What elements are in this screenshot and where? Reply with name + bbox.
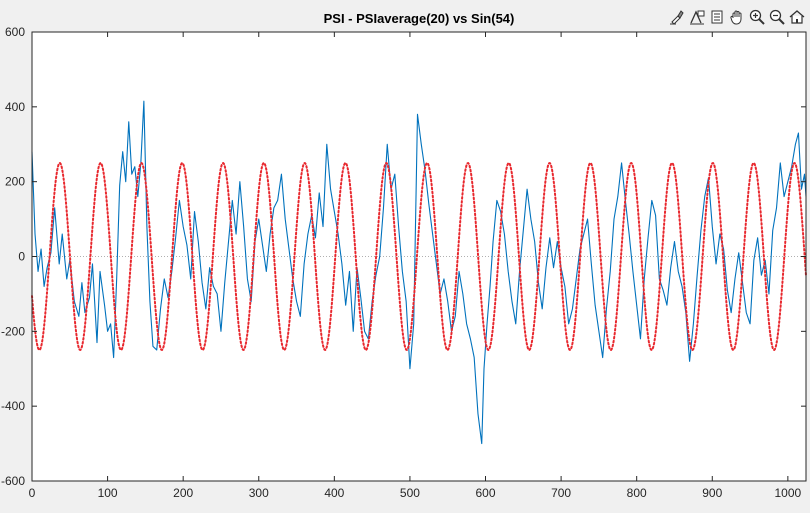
- x-tick-label: 1000: [775, 486, 802, 500]
- x-tick-label: 100: [98, 486, 118, 500]
- ticks-layer: 0 100 200 300 400 500 600 700 800 900 1000 -600 -400…: [1, 25, 806, 500]
- series-layer: [31, 100, 807, 445]
- zoom-in-icon[interactable]: [747, 7, 766, 27]
- pan-hand-icon[interactable]: [727, 7, 746, 27]
- y-tick-label: -600: [1, 474, 25, 488]
- y-tick-label: -200: [1, 324, 25, 338]
- brush-icon[interactable]: [667, 7, 686, 27]
- x-tick-label: 900: [702, 486, 722, 500]
- axes-toolbar: [667, 6, 806, 28]
- x-tick-label: 500: [400, 486, 420, 500]
- x-tick-label: 600: [476, 486, 496, 500]
- home-icon[interactable]: [787, 7, 806, 27]
- chart-title: PSI - PSIaverage(20) vs Sin(54): [324, 11, 515, 26]
- y-tick-label: 200: [5, 175, 25, 189]
- x-tick-label: 800: [627, 486, 647, 500]
- x-tick-label: 200: [173, 486, 193, 500]
- series-line-1: [31, 100, 807, 445]
- zoom-out-icon[interactable]: [767, 7, 786, 27]
- x-tick-label: 300: [249, 486, 269, 500]
- rotate-icon[interactable]: [707, 7, 726, 27]
- data-tips-icon[interactable]: [687, 7, 706, 27]
- y-tick-label: 600: [5, 25, 25, 39]
- series-line-2: [31, 162, 807, 351]
- y-tick-label: -400: [1, 399, 25, 413]
- x-tick-label: 700: [551, 486, 571, 500]
- y-tick-label: 0: [18, 250, 25, 264]
- y-tick-label: 400: [5, 100, 25, 114]
- x-tick-label: 0: [29, 486, 36, 500]
- x-tick-label: 400: [324, 486, 344, 500]
